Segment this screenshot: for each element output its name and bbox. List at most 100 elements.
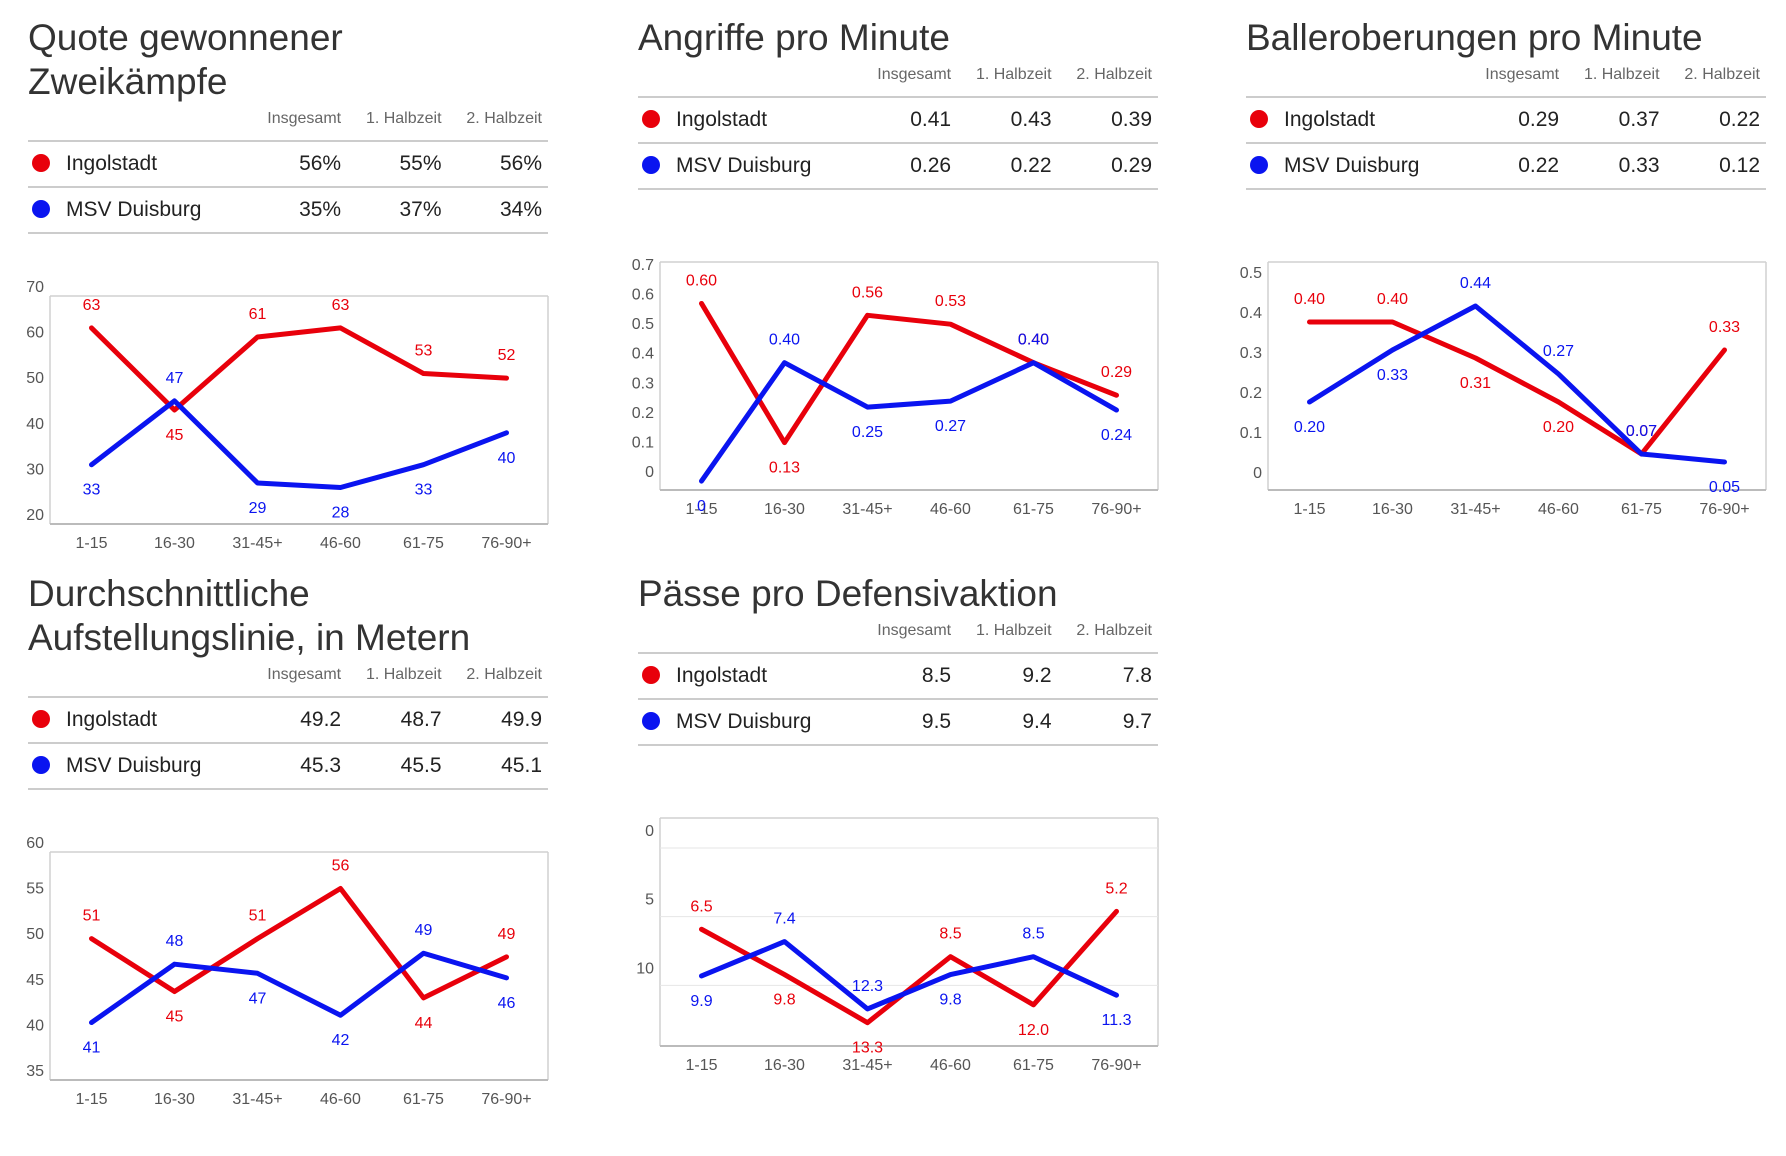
team-dot-icon (32, 756, 50, 774)
panel-attacks-per-minute: Angriffe pro Minute Insgesamt 1. Halbzeit… (632, 16, 1159, 518)
data-label: 0.07 (1626, 423, 1657, 440)
data-label: 0.53 (935, 293, 966, 310)
data-label: 0.13 (769, 460, 800, 477)
data-label: 48 (166, 933, 184, 950)
stats-table: Insgesamt 1. Halbzeit 2. Halbzeit Ingolsta… (638, 64, 1158, 190)
data-label: 5.2 (1105, 880, 1127, 897)
data-label: 0.29 (1101, 364, 1132, 381)
table-row: Ingolstadt 56% 55% 56% (28, 140, 548, 187)
y-tick-label: 0.2 (1240, 385, 1262, 402)
panel-average-defensive-line: Durchschnittliche Aufstellungslinie, in … (26, 572, 549, 1108)
panel-title: Angriffe pro Minute (638, 17, 950, 58)
x-tick-label: 76-90+ (1091, 501, 1141, 518)
data-label: 0.25 (852, 424, 883, 441)
data-label: 44 (415, 1015, 433, 1032)
x-tick-label: 61-75 (1621, 501, 1662, 518)
stats-table: Insgesamt 1. Halbzeit 2. Halbzeit Ingolsta… (28, 664, 548, 790)
x-tick-label: 1-15 (75, 535, 107, 552)
x-tick-label: 46-60 (930, 1057, 971, 1074)
panel-title: Durchschnittliche Aufstellungslinie, in … (28, 573, 471, 658)
team-dot-icon (32, 200, 50, 218)
panel-title: Quote gewonnener Zweikämpfe (28, 17, 343, 102)
stats-table: Insgesamt 1. Halbzeit 2. Halbzeit Ingolsta… (1246, 64, 1766, 190)
y-tick-label: 0.3 (1240, 345, 1262, 362)
y-tick-label: 70 (26, 279, 44, 296)
table-row: MSV Duisburg 0.22 0.33 0.12 (1246, 142, 1766, 190)
data-label: 0.40 (1018, 332, 1049, 349)
series-line (89, 950, 509, 1026)
data-label: 0.24 (1101, 427, 1132, 444)
panel-title: Pässe pro Defensivaktion (638, 573, 1058, 614)
x-tick-label: 31-45+ (842, 501, 892, 518)
team-dot-icon (1250, 156, 1268, 174)
series-line (1307, 319, 1727, 457)
data-label: 63 (332, 297, 350, 314)
data-label: 56 (332, 857, 350, 874)
data-label: 0.20 (1543, 419, 1574, 436)
data-label: 7.4 (773, 911, 795, 928)
data-label: 46 (498, 995, 516, 1012)
data-label: 0.33 (1377, 367, 1408, 384)
x-tick-label: 46-60 (320, 1091, 361, 1108)
x-tick-label: 16-30 (764, 501, 805, 518)
x-tick-label: 1-15 (75, 1091, 107, 1108)
y-tick-label: 0.6 (632, 286, 654, 303)
x-tick-label: 16-30 (154, 1091, 195, 1108)
x-tick-label: 76-90+ (481, 535, 531, 552)
x-tick-label: 1-15 (685, 501, 717, 518)
y-tick-label: 0.4 (632, 346, 654, 363)
x-tick-label: 16-30 (154, 535, 195, 552)
y-tick-label: 0 (645, 823, 654, 840)
y-tick-label: 50 (26, 926, 44, 943)
data-label: 47 (249, 990, 267, 1007)
x-tick-label: 61-75 (1013, 1057, 1054, 1074)
x-tick-label: 16-30 (764, 1057, 805, 1074)
y-tick-label: 45 (26, 972, 44, 989)
data-label: 49 (415, 922, 433, 939)
data-label: 49 (498, 926, 516, 943)
y-tick-label: 10 (636, 960, 654, 977)
data-label: 63 (83, 297, 101, 314)
x-tick-label: 46-60 (320, 535, 361, 552)
x-tick-label: 31-45+ (232, 1091, 282, 1108)
data-label: 45 (166, 427, 184, 444)
team-dot-icon (32, 154, 50, 172)
x-tick-label: 76-90+ (1699, 501, 1749, 518)
data-label: 9.8 (773, 992, 795, 1009)
x-tick-label: 16-30 (1372, 501, 1413, 518)
x-tick-label: 1-15 (1293, 501, 1325, 518)
team-dot-icon (642, 712, 660, 730)
data-label: 12.3 (852, 978, 883, 995)
panel-passes-per-defensive-action: Pässe pro Defensivaktion Insgesamt 1. Hal… (636, 572, 1159, 1074)
y-tick-label: 20 (26, 507, 44, 524)
data-label: 53 (415, 343, 433, 360)
y-tick-label: 40 (26, 1017, 44, 1034)
x-tick-label: 31-45+ (842, 1057, 892, 1074)
data-label: 6.5 (690, 898, 712, 915)
table-row: Ingolstadt 49.2 48.7 49.9 (28, 696, 548, 743)
data-label: 0.56 (852, 284, 883, 301)
data-label: 40 (498, 450, 516, 467)
series-line (89, 325, 509, 413)
panel-title: Balleroberungen pro Minute (1246, 17, 1703, 58)
y-tick-label: 0.1 (1240, 425, 1262, 442)
panel-ball-recoveries-per-minute: Balleroberungen pro Minute Insgesamt 1. H… (1240, 16, 1767, 518)
stats-table: Insgesamt 1. Halbzeit 2. Halbzeit Ingolsta… (28, 108, 548, 234)
team-dot-icon (642, 110, 660, 128)
y-tick-label: 30 (26, 461, 44, 478)
team-dot-icon (32, 710, 50, 728)
y-tick-label: 5 (645, 892, 654, 909)
data-label: 41 (83, 1040, 101, 1057)
y-tick-label: 0 (645, 464, 654, 481)
y-tick-label: 50 (26, 370, 44, 387)
data-label: 42 (332, 1032, 350, 1049)
data-label: 0.40 (1294, 291, 1325, 308)
data-label: 51 (249, 908, 267, 925)
data-label: 28 (332, 505, 350, 522)
data-label: 0.40 (1018, 332, 1049, 349)
series-line (699, 360, 1119, 484)
series-line (89, 885, 509, 1001)
line-chart: 70 60 50 40 30 20 1-15 16-30 31-45+ 46-60 61-75 76-… (26, 279, 549, 552)
data-label: 0 (697, 498, 706, 515)
data-label: 12.0 (1018, 1022, 1049, 1039)
